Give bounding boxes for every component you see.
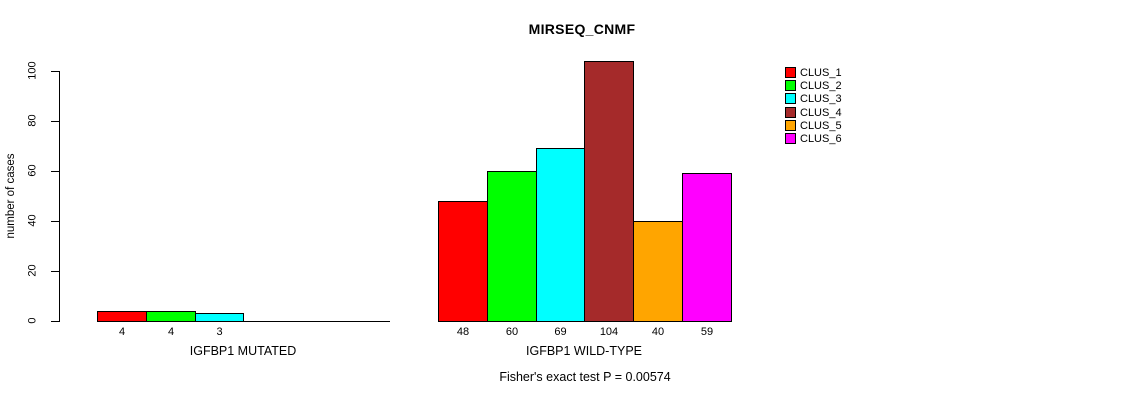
y-axis-tick-label: 60 bbox=[26, 164, 39, 177]
bar-igfbp1-wild-type-clus-5 bbox=[633, 221, 683, 322]
bar-value-label: 48 bbox=[456, 326, 470, 338]
y-axis-tick bbox=[51, 171, 59, 172]
bar-igfbp1-mutated-clus-3 bbox=[195, 313, 244, 322]
bar-value-label: 59 bbox=[700, 326, 714, 338]
group-label-wildtype: IGFBP1 WILD-TYPE bbox=[526, 344, 642, 358]
y-axis-tick-label: 80 bbox=[26, 114, 39, 127]
bar-igfbp1-mutated-clus-2 bbox=[146, 311, 196, 322]
legend-swatch-clus-5 bbox=[785, 120, 796, 131]
legend-swatch-clus-2 bbox=[785, 80, 796, 91]
legend-label-clus-4: CLUS_4 bbox=[800, 107, 842, 119]
bar-igfbp1-wild-type-clus-2 bbox=[487, 171, 537, 322]
y-axis-tick bbox=[51, 121, 59, 122]
bar-value-label: 4 bbox=[167, 326, 175, 338]
y-axis-tick-label: 100 bbox=[26, 61, 39, 80]
legend-label-clus-1: CLUS_1 bbox=[800, 67, 842, 79]
y-axis-tick-label: 40 bbox=[26, 214, 39, 227]
bar-igfbp1-wild-type-clus-6 bbox=[682, 173, 732, 322]
bar-value-label: 69 bbox=[554, 326, 567, 338]
y-axis-tick bbox=[51, 271, 59, 272]
y-axis-tick-label: 20 bbox=[26, 264, 39, 277]
y-axis-tick bbox=[51, 321, 59, 322]
legend-label-clus-2: CLUS_2 bbox=[800, 80, 842, 92]
bar-value-label: 60 bbox=[505, 326, 519, 338]
legend-label-clus-3: CLUS_3 bbox=[800, 93, 842, 105]
y-axis-label: number of cases bbox=[5, 153, 17, 239]
fisher-test-annotation: Fisher's exact test P = 0.00574 bbox=[499, 370, 671, 384]
plot-title: MIRSEQ_CNMF bbox=[528, 21, 636, 37]
bar-value-label: 3 bbox=[216, 326, 223, 338]
legend-swatch-clus-4 bbox=[785, 107, 796, 118]
legend-swatch-clus-1 bbox=[785, 67, 796, 78]
bar-value-label: 4 bbox=[118, 326, 126, 338]
legend-label-clus-6: CLUS_6 bbox=[800, 133, 842, 145]
legend-swatch-clus-3 bbox=[785, 93, 796, 104]
bar-igfbp1-wild-type-clus-4 bbox=[584, 61, 634, 322]
legend-swatch-clus-6 bbox=[785, 133, 796, 144]
group-label-mutated: IGFBP1 MUTATED bbox=[189, 344, 297, 358]
bar-igfbp1-mutated-clus-1 bbox=[97, 311, 147, 322]
bar-value-label: 104 bbox=[599, 326, 619, 338]
y-axis-tick-label: 0 bbox=[26, 317, 39, 324]
y-axis-line bbox=[59, 71, 60, 322]
y-axis-tick bbox=[51, 221, 59, 222]
legend-label-clus-5: CLUS_5 bbox=[800, 120, 842, 132]
bar-igfbp1-wild-type-clus-3 bbox=[536, 148, 585, 322]
bar-value-label: 40 bbox=[651, 326, 665, 338]
bar-igfbp1-wild-type-clus-1 bbox=[438, 201, 488, 322]
y-axis-tick bbox=[51, 71, 59, 72]
